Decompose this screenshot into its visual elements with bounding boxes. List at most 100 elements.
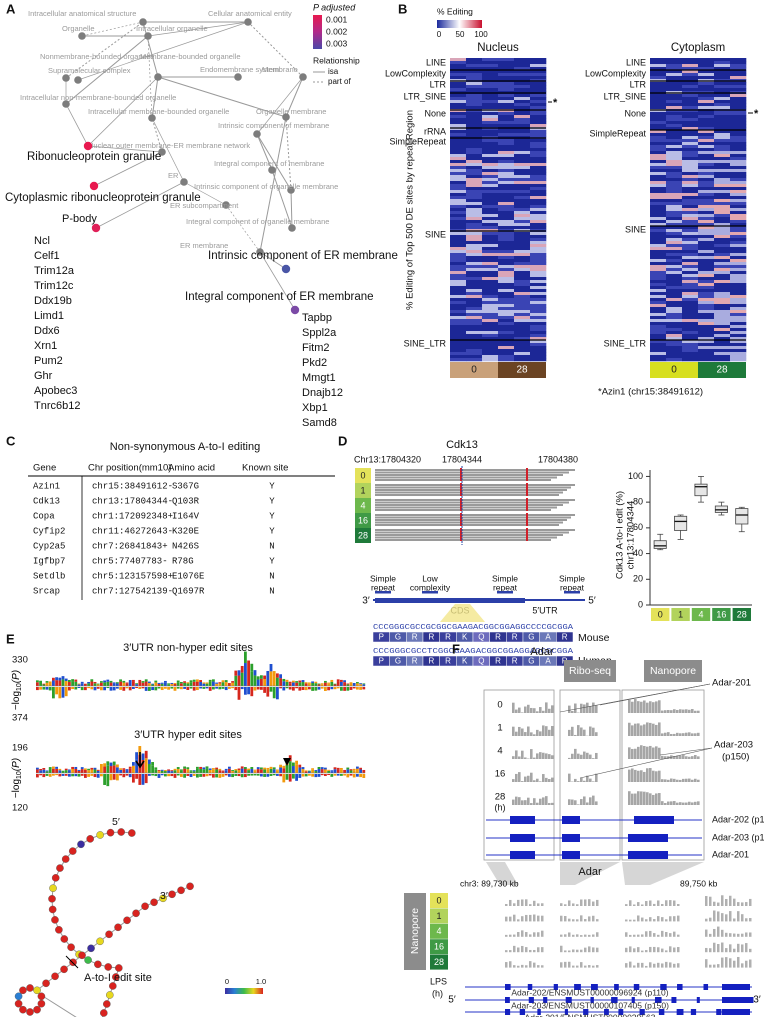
logo-letter xyxy=(196,766,199,769)
edit-site xyxy=(526,513,528,526)
enriched-term: Ribonucleoprotein granule xyxy=(27,151,161,163)
feature-block xyxy=(497,591,513,594)
logo-letter xyxy=(256,687,260,690)
heatmap-cell xyxy=(730,85,747,89)
heatmap-cell xyxy=(730,100,747,104)
table-cell: K320E xyxy=(172,526,199,536)
logo-letter xyxy=(144,679,148,682)
heatmap-cell xyxy=(682,298,699,302)
heatmap-cell xyxy=(466,142,483,146)
logo-letter xyxy=(87,768,90,771)
row-label: SINE_LTR xyxy=(604,338,647,348)
heatmap-cell xyxy=(482,265,499,269)
y-tick-label: 40 xyxy=(633,548,643,558)
heatmap-cell xyxy=(466,241,483,245)
heatmap-cell xyxy=(450,226,467,230)
heatmap-cell xyxy=(714,334,731,338)
cds-block xyxy=(375,598,525,603)
coverage xyxy=(709,964,712,968)
logo-letter xyxy=(279,774,282,777)
read xyxy=(375,519,567,521)
coverage xyxy=(513,945,516,953)
coverage xyxy=(657,962,660,968)
heatmap-cell xyxy=(666,208,683,212)
heatmap-cell xyxy=(730,106,747,110)
coverage xyxy=(682,733,685,736)
logo-letter xyxy=(154,682,158,686)
read xyxy=(375,471,569,474)
heatmap-cell xyxy=(666,337,683,341)
heatmap-cell xyxy=(498,127,515,131)
logo-letter xyxy=(154,769,158,773)
heatmap-cell xyxy=(482,217,499,221)
coverage xyxy=(721,957,724,968)
logo-letter xyxy=(260,769,263,773)
exon xyxy=(628,834,668,842)
logo-letter xyxy=(170,774,174,777)
heatmap-cell xyxy=(666,184,683,188)
heatmap-cell xyxy=(650,256,667,260)
heatmap-cell xyxy=(666,178,683,182)
heatmap-cell xyxy=(682,229,699,233)
heatmap-cell xyxy=(482,73,499,77)
logo-letter xyxy=(199,680,202,683)
heatmap-cell xyxy=(714,301,731,305)
coverage xyxy=(676,755,679,759)
read xyxy=(375,469,575,471)
logo-letter xyxy=(320,769,324,773)
heatmap-cell xyxy=(714,67,731,71)
logo-letter xyxy=(109,687,113,691)
heatmap-cell xyxy=(714,85,731,89)
coverage xyxy=(589,797,592,805)
heatmap-cell xyxy=(698,196,715,200)
heatmap-cell xyxy=(682,262,699,266)
enriched-node xyxy=(89,181,99,191)
heatmap-cell xyxy=(730,136,747,140)
exon xyxy=(505,1009,511,1015)
heatmap-cell xyxy=(682,319,699,323)
row-label: SimpleRepeat xyxy=(389,136,446,146)
heatmap-cell xyxy=(514,208,531,212)
logo-letter xyxy=(327,682,330,684)
logo-letter xyxy=(333,769,337,773)
coverage xyxy=(673,916,676,922)
logo-letter xyxy=(327,770,330,773)
row-label: LINE xyxy=(626,57,646,67)
heatmap-cell xyxy=(730,151,747,155)
heatmap-cell xyxy=(730,112,747,116)
coverage xyxy=(595,732,598,736)
logo-letter xyxy=(308,770,311,772)
heatmap-cell xyxy=(650,124,667,128)
heatmap-cell xyxy=(666,118,683,122)
heatmap-cell xyxy=(730,178,747,182)
heatmap-cell xyxy=(714,331,731,335)
heatmap-cell xyxy=(666,256,683,260)
heatmap-cell xyxy=(666,313,683,317)
logo-letter xyxy=(263,767,266,770)
heatmap-cell xyxy=(498,145,515,149)
exon xyxy=(583,1009,589,1015)
coverage xyxy=(521,945,524,953)
heatmap-cell xyxy=(482,208,499,212)
coverage xyxy=(694,755,697,759)
logo-letter xyxy=(96,683,100,685)
heatmap-cell xyxy=(482,289,499,293)
heatmap-cell xyxy=(682,244,699,248)
logo-letter xyxy=(157,771,161,773)
heatmap-cell xyxy=(682,70,699,74)
gene: Ddx6 xyxy=(34,325,60,337)
coverage xyxy=(673,801,676,805)
heatmap-cell xyxy=(666,352,683,356)
logo-letter xyxy=(144,774,148,784)
logo-letter xyxy=(272,767,276,770)
heatmap-cell xyxy=(698,202,715,206)
coverage xyxy=(640,770,643,782)
coverage xyxy=(571,726,574,736)
heatmap-cell xyxy=(450,325,467,329)
logo-letter xyxy=(212,768,215,770)
logo-letter xyxy=(55,677,58,681)
logo-letter xyxy=(116,683,119,686)
heatmap-cell xyxy=(514,106,531,110)
heatmap-cell xyxy=(714,106,731,110)
heatmap-cell xyxy=(530,265,547,269)
